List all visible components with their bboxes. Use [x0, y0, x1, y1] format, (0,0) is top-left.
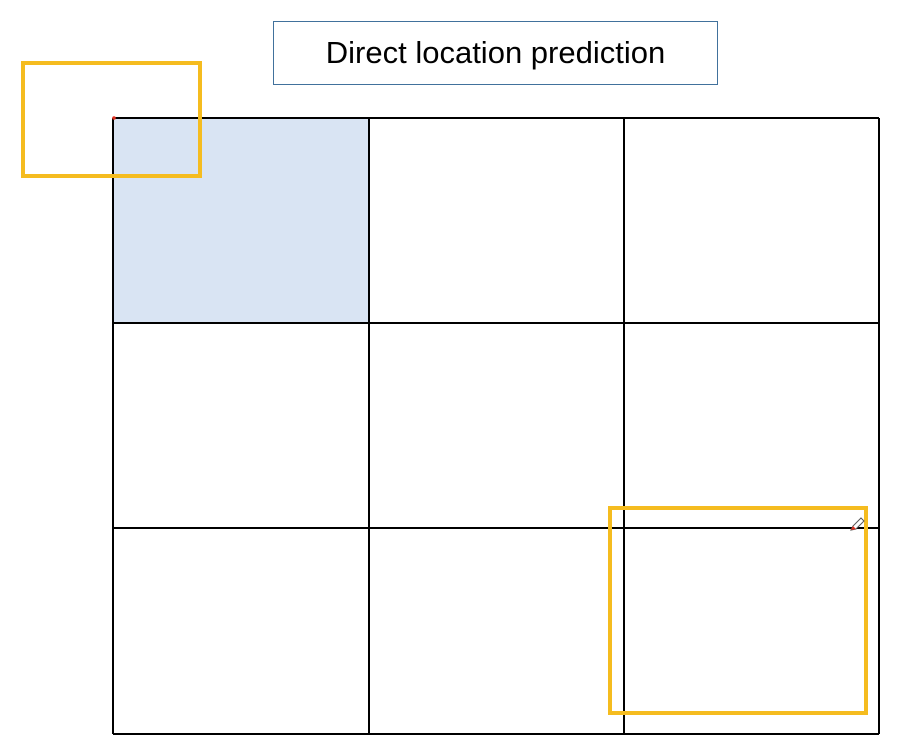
bounding-box-top-left	[21, 61, 202, 178]
corner-marker	[112, 116, 116, 120]
pencil-cursor-icon	[850, 517, 865, 531]
grid-lines	[112, 117, 880, 735]
bounding-box-bottom-right	[608, 506, 868, 715]
highlighted-grid-cell	[113, 118, 369, 323]
diagram-title: Direct location prediction	[273, 21, 718, 85]
